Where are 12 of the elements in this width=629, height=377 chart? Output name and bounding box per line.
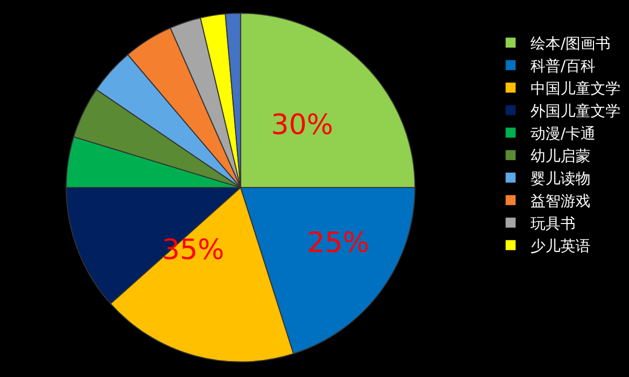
legend-label: 婴儿读物: [530, 169, 591, 188]
legend-label: 玩具书: [530, 214, 576, 232]
legend-label: 少儿英语: [530, 236, 591, 255]
legend-label: 中国儿童文学: [530, 79, 621, 98]
legend-label: 绘本/图画书: [530, 34, 611, 52]
legend-label: 幼儿启蒙: [530, 146, 591, 165]
legend-label: 动漫/卡通: [530, 124, 596, 142]
legend-label: 外国儿童文学: [530, 102, 621, 120]
legend-label: 科普/百科: [530, 56, 596, 75]
text: 25%: [307, 226, 370, 259]
legend-label: 益智游戏: [530, 192, 591, 210]
text: 30%: [271, 108, 334, 141]
